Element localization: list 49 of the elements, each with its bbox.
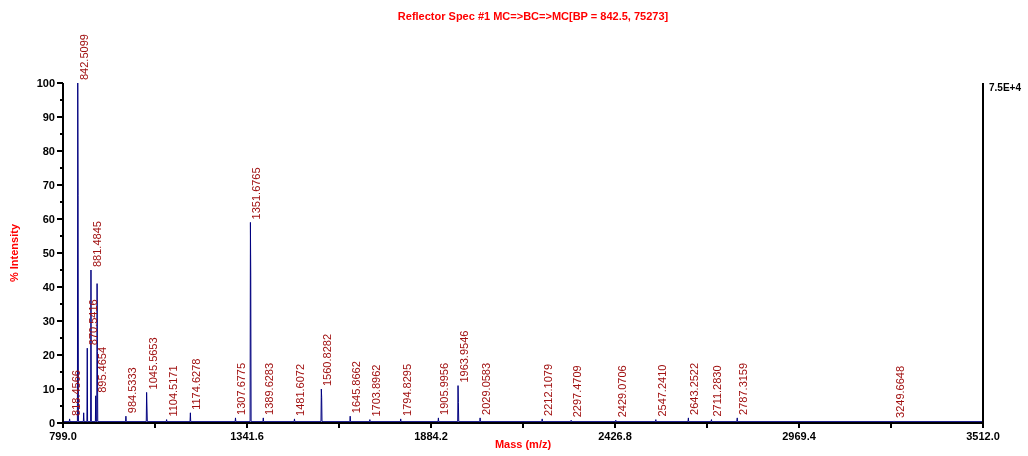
annotation: 1794.8295 bbox=[400, 363, 413, 416]
y-tick-label: 60 bbox=[42, 212, 55, 225]
annotation: 842.5099 bbox=[77, 34, 90, 80]
annotation: 2029.0583 bbox=[480, 362, 493, 415]
x-tick-label: 3512.0 bbox=[966, 430, 1000, 442]
annotation: 1174.6278 bbox=[190, 358, 203, 410]
annotation: 870.5416 bbox=[87, 299, 100, 346]
chart-title: Reflector Spec #1 MC=>BC=>MC[BP = 842.5, 75273] bbox=[397, 10, 669, 22]
x-axis-title: Mass (m/z) bbox=[494, 438, 552, 450]
annotation: 2787.3159 bbox=[737, 362, 750, 415]
annotation: 1104.5171 bbox=[166, 365, 179, 417]
annotation: 1645.8662 bbox=[350, 361, 363, 414]
y-tick-label: 90 bbox=[42, 110, 55, 123]
annotation: 881.4845 bbox=[90, 221, 103, 267]
y-tick-label: 50 bbox=[42, 246, 55, 259]
annotation: 1351.6765 bbox=[250, 167, 263, 220]
annotation: 2547.2410 bbox=[655, 364, 668, 417]
annotation: 1703.8962 bbox=[369, 364, 382, 417]
x-tick-label: 1884.2 bbox=[414, 430, 448, 442]
annotation: 818.4566 bbox=[69, 370, 82, 416]
annotation: 984.5333 bbox=[125, 367, 138, 414]
y-tick-label: 30 bbox=[42, 314, 55, 327]
annotation: 2212.1079 bbox=[542, 363, 555, 416]
y-tick-label: 20 bbox=[42, 348, 55, 361]
annotation: 895.4654 bbox=[95, 346, 108, 393]
annotation: 1905.9956 bbox=[438, 362, 451, 415]
x-tick-label: 2426.8 bbox=[598, 430, 632, 442]
annotation: 2429.0706 bbox=[615, 365, 628, 418]
x-tick-label: 1341.6 bbox=[230, 430, 264, 442]
y-axis-title: % Intensity bbox=[8, 223, 20, 283]
annotation: 1963.9546 bbox=[458, 330, 471, 383]
y-tick-label: 0 bbox=[48, 416, 55, 429]
annotation: 1045.5653 bbox=[146, 337, 159, 390]
annotation: 2643.2522 bbox=[688, 362, 701, 415]
y-tick-label: 70 bbox=[42, 178, 55, 191]
annotation: 2297.4709 bbox=[571, 365, 584, 418]
annotation: 1560.8282 bbox=[321, 334, 334, 386]
annotation: 3249.6648 bbox=[894, 365, 907, 418]
x-tick-label: 2969.4 bbox=[782, 430, 817, 442]
y-tick-label: 10 bbox=[42, 382, 55, 395]
annotation: 1389.6283 bbox=[263, 362, 276, 415]
y-tick-label: 100 bbox=[36, 76, 55, 89]
y-tick-label: 40 bbox=[42, 280, 55, 293]
annotation: 2711.2830 bbox=[711, 365, 724, 417]
text: 7.5E+4 bbox=[989, 82, 1022, 93]
y-tick-label: 80 bbox=[42, 144, 55, 157]
x-tick-label: 799.0 bbox=[49, 430, 77, 442]
annotation: 1307.6775 bbox=[235, 362, 248, 415]
annotation: 1481.6072 bbox=[294, 363, 307, 416]
